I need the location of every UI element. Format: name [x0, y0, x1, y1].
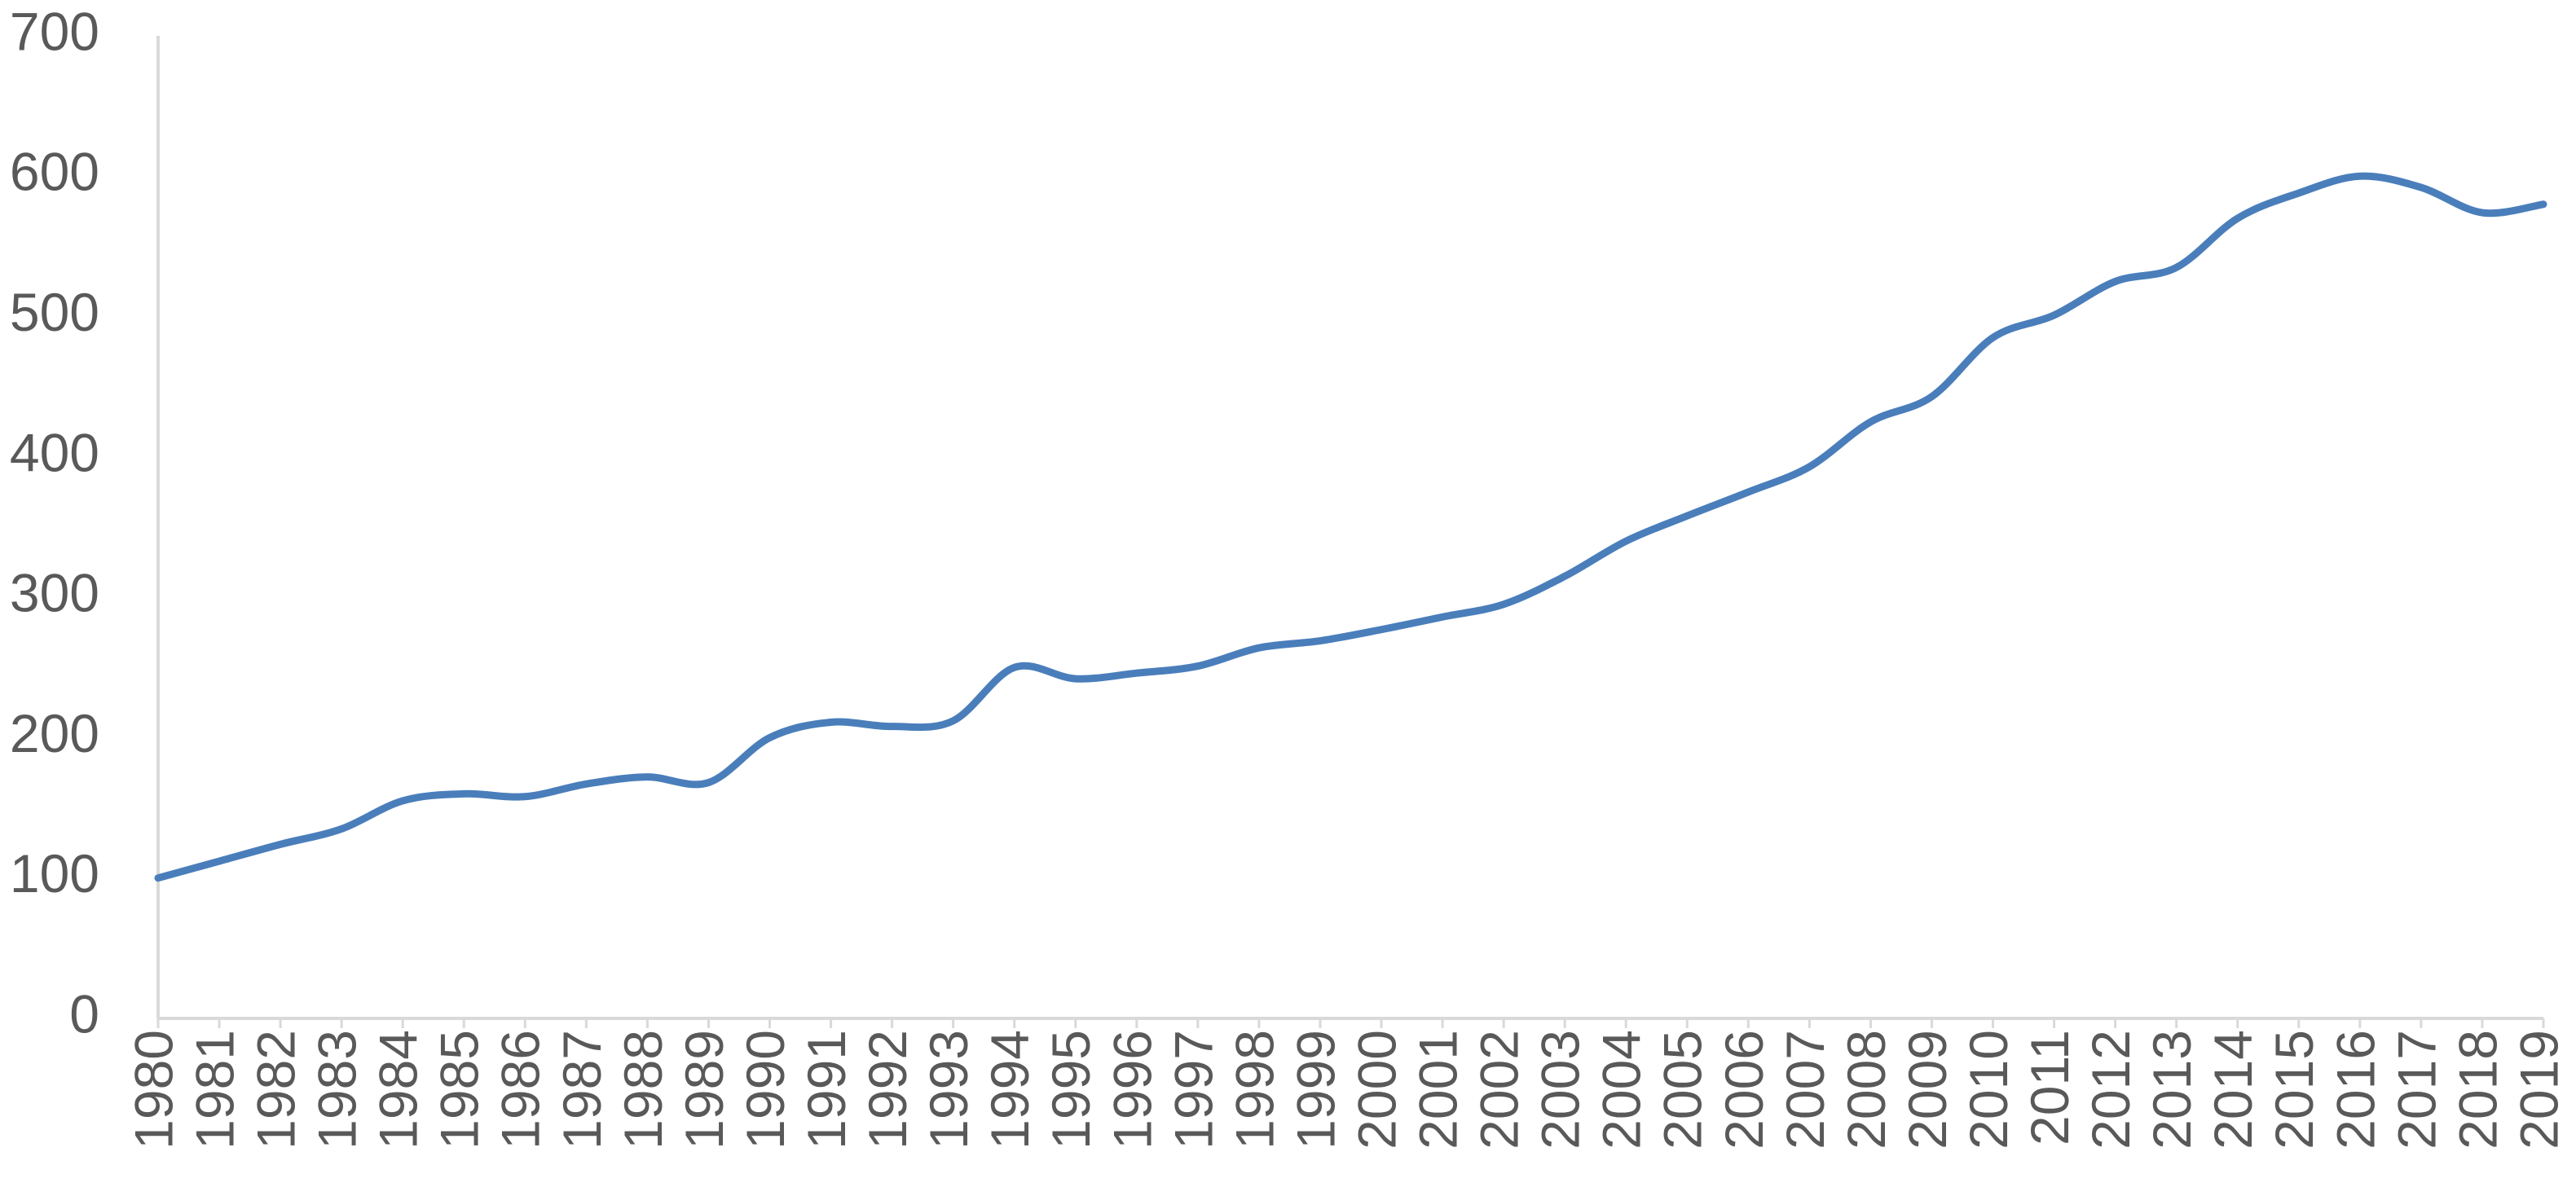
- x-tick-label: 2018: [2447, 1030, 2508, 1150]
- x-tick-label: 1984: [368, 1030, 429, 1150]
- x-tick-label: 1987: [552, 1030, 612, 1150]
- x-tick-label: 1988: [613, 1030, 673, 1150]
- y-tick-label: 700: [10, 1, 99, 61]
- x-tick-label: 2019: [2508, 1030, 2569, 1150]
- x-tick-label: 1993: [918, 1030, 979, 1150]
- x-tick-label: 2009: [1897, 1030, 1957, 1150]
- x-tick-label: 1996: [1102, 1030, 1162, 1150]
- x-tick-label: 2010: [1958, 1030, 2019, 1150]
- y-tick-label: 300: [10, 563, 99, 623]
- x-tick-label: 2006: [1714, 1030, 1774, 1150]
- x-tick-label: 2013: [2142, 1030, 2202, 1150]
- x-tick-label: 2000: [1346, 1030, 1407, 1150]
- x-tick-label: 1983: [307, 1030, 368, 1150]
- x-tick-label: 2015: [2264, 1030, 2324, 1150]
- x-tick-label: 2016: [2325, 1030, 2385, 1150]
- x-tick-label: 1980: [123, 1030, 183, 1150]
- y-tick-label: 200: [10, 703, 99, 763]
- x-tick-label: 1991: [796, 1030, 856, 1150]
- x-tick-label: 1998: [1224, 1030, 1284, 1150]
- x-tick-label: 2005: [1653, 1030, 1713, 1150]
- y-tick-label: 100: [10, 843, 99, 904]
- x-tick-label: 2002: [1469, 1030, 1530, 1150]
- x-tick-label: 1992: [857, 1030, 918, 1150]
- data-line: [154, 172, 2547, 882]
- x-tick-label: 1999: [1285, 1030, 1345, 1150]
- x-tick-label: 2014: [2203, 1030, 2263, 1150]
- x-tick-label: 1995: [1041, 1030, 1101, 1150]
- x-tick-label: 2017: [2386, 1030, 2446, 1150]
- x-tick-label: 1990: [735, 1030, 795, 1150]
- x-tick-label: 2004: [1592, 1030, 1652, 1150]
- y-tick-label: 0: [69, 983, 99, 1044]
- x-tick-label: 2001: [1408, 1030, 1469, 1150]
- x-tick-label: 1986: [491, 1030, 551, 1150]
- x-tick-label: 1981: [184, 1030, 244, 1150]
- x-tick-label: 1997: [1163, 1030, 1223, 1150]
- y-tick-label: 600: [10, 142, 99, 202]
- x-tick-label: 2012: [2081, 1030, 2141, 1150]
- x-tick-label: 1994: [980, 1030, 1040, 1150]
- x-tick-label: 1985: [429, 1030, 490, 1150]
- x-tick-label: 2003: [1530, 1030, 1591, 1150]
- x-tick-label: 1982: [246, 1030, 306, 1150]
- x-tick-label: 1989: [674, 1030, 734, 1150]
- x-tick-label: 2011: [2019, 1030, 2080, 1145]
- x-tick-label: 2008: [1836, 1030, 1896, 1150]
- y-tick-label: 400: [10, 422, 99, 482]
- y-tick-label: 500: [10, 282, 99, 342]
- x-tick-label: 2007: [1775, 1030, 1835, 1150]
